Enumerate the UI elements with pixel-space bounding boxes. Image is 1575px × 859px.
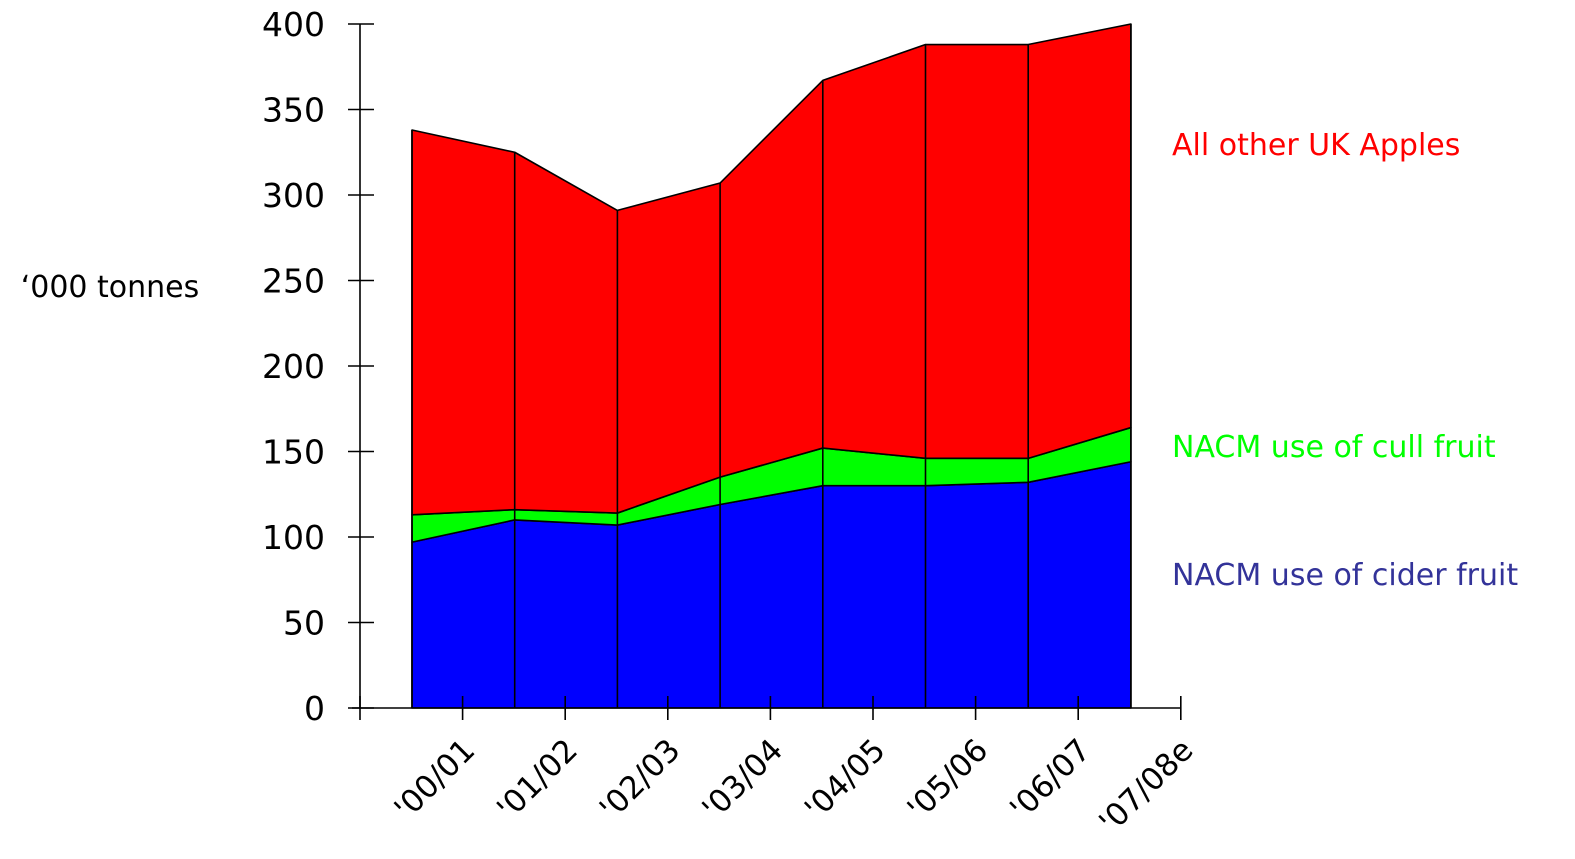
series-label-2: NACM use of cull fruit bbox=[1172, 430, 1496, 465]
area-layers bbox=[411, 23, 1132, 709]
x-tick-label: '03/04 bbox=[695, 732, 790, 827]
y-tick-label: 0 bbox=[304, 689, 325, 728]
x-tick-label: '05/06 bbox=[901, 732, 996, 827]
x-tick-label: '04/05 bbox=[798, 732, 893, 827]
y-tick-label: 150 bbox=[262, 433, 325, 472]
y-tick-label: 100 bbox=[262, 518, 325, 557]
x-tick-label: '07/08e bbox=[1092, 732, 1200, 840]
series-labels: NACM use of cider fruit NACM use of cull … bbox=[1172, 128, 1518, 593]
y-tick-label: 250 bbox=[262, 262, 325, 301]
y-tick-label: 200 bbox=[262, 347, 325, 386]
y-tick-label: 300 bbox=[262, 176, 325, 215]
x-tick-label: '00/01 bbox=[388, 732, 483, 827]
x-tick-label: '01/02 bbox=[490, 732, 585, 827]
x-ticks: '00/01'01/02'02/03'03/04'04/05'05/06'06/… bbox=[359, 696, 1200, 840]
y-tick-label: 350 bbox=[262, 91, 325, 130]
category-divider-lines bbox=[411, 24, 1132, 708]
y-ticks: 0 50 100 150 200 250 300 350 400 bbox=[262, 5, 374, 728]
series-area-3 bbox=[411, 23, 1132, 516]
y-tick-label: 400 bbox=[262, 5, 325, 44]
x-tick-label: '06/07 bbox=[1003, 732, 1098, 827]
series-label-3: All other UK Apples bbox=[1172, 128, 1460, 163]
y-axis-label: ‘000 tonnes bbox=[21, 270, 200, 305]
y-tick-label: 50 bbox=[283, 604, 325, 643]
x-tick-label: '02/03 bbox=[593, 732, 688, 827]
series-label-1: NACM use of cider fruit bbox=[1172, 558, 1518, 593]
